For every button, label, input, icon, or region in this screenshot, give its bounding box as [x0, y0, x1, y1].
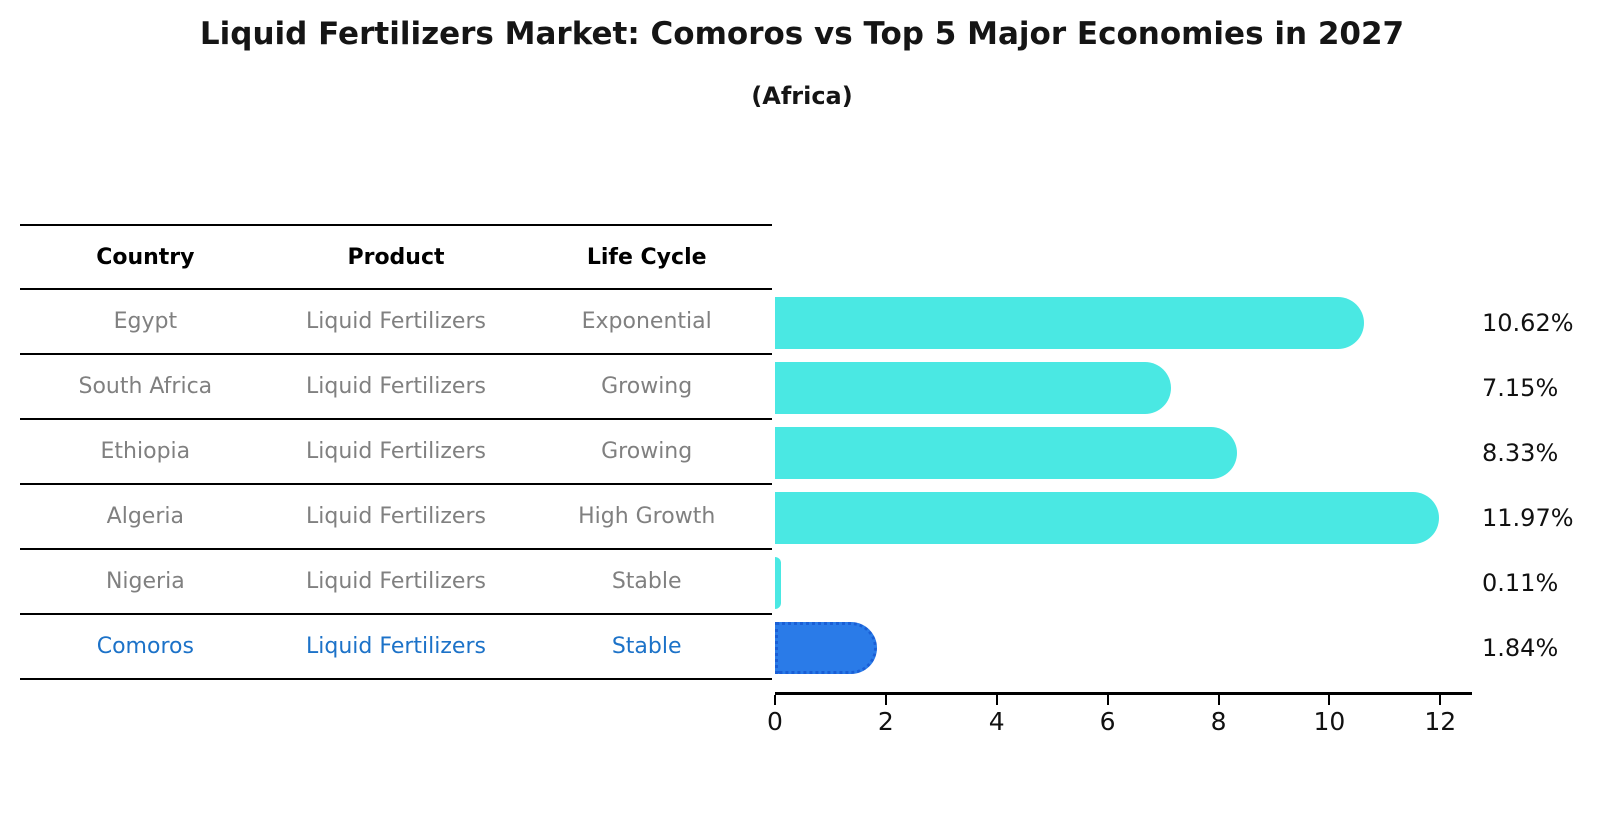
table-header-product: Product	[347, 244, 445, 270]
product-cell: Liquid Fertilizers	[306, 634, 486, 659]
table-header-country: Country	[96, 244, 195, 270]
country-cell: Ethiopia	[100, 439, 191, 464]
country-cell: Nigeria	[105, 569, 185, 594]
country-cell: Algeria	[106, 504, 184, 529]
tick-label: 2	[877, 707, 894, 736]
bar-row	[775, 485, 1468, 550]
country-cell: Comoros	[96, 634, 194, 659]
tick-mark	[1217, 695, 1220, 705]
life-cycle-cell: High Growth	[578, 504, 716, 529]
country-cell: South Africa	[78, 374, 213, 399]
table-row-comoros: Comoros Liquid Fertilizers Stable	[20, 615, 772, 680]
bar-row	[775, 615, 1468, 680]
life-cycle-cell: Growing	[601, 374, 693, 399]
value-label-algeria: 11.97%	[1482, 503, 1574, 532]
bar-egypt	[775, 296, 1364, 349]
product-cell: Liquid Fertilizers	[306, 309, 486, 334]
value-label-ethiopia: 8.33%	[1482, 438, 1559, 467]
x-axis-line	[775, 692, 1472, 695]
tick-label: 0	[767, 707, 783, 736]
table-row-south-africa: South Africa Liquid Fertilizers Growing	[20, 355, 772, 420]
tick-mark	[1439, 695, 1442, 705]
bar-row	[775, 290, 1468, 355]
tick-mark	[884, 695, 887, 705]
tick-label: 12	[1424, 707, 1457, 736]
page-subtitle: (Africa)	[751, 82, 853, 110]
comparison-table: Country Product Life Cycle Egypt Liquid …	[20, 224, 772, 680]
bar-row	[775, 550, 1468, 615]
tick-label: 10	[1313, 707, 1346, 736]
value-label-comoros: 1.84%	[1482, 633, 1559, 662]
bar-row	[775, 420, 1468, 485]
life-cycle-cell: Stable	[611, 634, 682, 659]
table-row-algeria: Algeria Liquid Fertilizers High Growth	[20, 485, 772, 550]
product-cell: Liquid Fertilizers	[306, 439, 486, 464]
bar-row	[775, 355, 1468, 420]
tick-label: 6	[1099, 707, 1116, 736]
table-row-egypt: Egypt Liquid Fertilizers Exponential	[20, 290, 772, 355]
product-cell: Liquid Fertilizers	[306, 374, 486, 399]
life-cycle-cell: Stable	[611, 569, 682, 594]
bar-nigeria	[775, 556, 782, 609]
country-cell: Egypt	[113, 309, 178, 334]
table-header-life-cycle: Life Cycle	[586, 244, 707, 270]
x-axis: 0 2 4 6 8 10 12	[767, 692, 1472, 742]
value-labels-column: 10.62% 7.15% 8.33% 11.97% 0.11% 1.84%	[1482, 290, 1574, 680]
value-label-nigeria: 0.11%	[1482, 568, 1559, 597]
bar-algeria	[775, 491, 1439, 544]
table-row-ethiopia: Ethiopia Liquid Fertilizers Growing	[20, 420, 772, 485]
tick-mark	[774, 695, 776, 705]
tick-mark	[995, 695, 998, 705]
life-cycle-cell: Exponential	[581, 309, 712, 334]
tick-mark	[1328, 695, 1331, 705]
table-row-nigeria: Nigeria Liquid Fertilizers Stable	[20, 550, 772, 615]
product-cell: Liquid Fertilizers	[306, 569, 486, 594]
page-title: Liquid Fertilizers Market: Comoros vs To…	[199, 16, 1405, 52]
product-cell: Liquid Fertilizers	[306, 504, 486, 529]
life-cycle-cell: Growing	[601, 439, 693, 464]
value-label-egypt: 10.62%	[1482, 308, 1574, 337]
value-label-south-africa: 7.15%	[1482, 373, 1559, 402]
tick-label: 8	[1210, 707, 1227, 736]
bar-comoros	[775, 621, 877, 674]
tick-mark	[1106, 695, 1109, 705]
tick-label: 4	[988, 707, 1005, 736]
table-header-row: Country Product Life Cycle	[20, 224, 772, 290]
bar-ethiopia	[775, 426, 1237, 479]
bar-plot	[775, 290, 1468, 680]
bar-south-africa	[775, 361, 1172, 414]
